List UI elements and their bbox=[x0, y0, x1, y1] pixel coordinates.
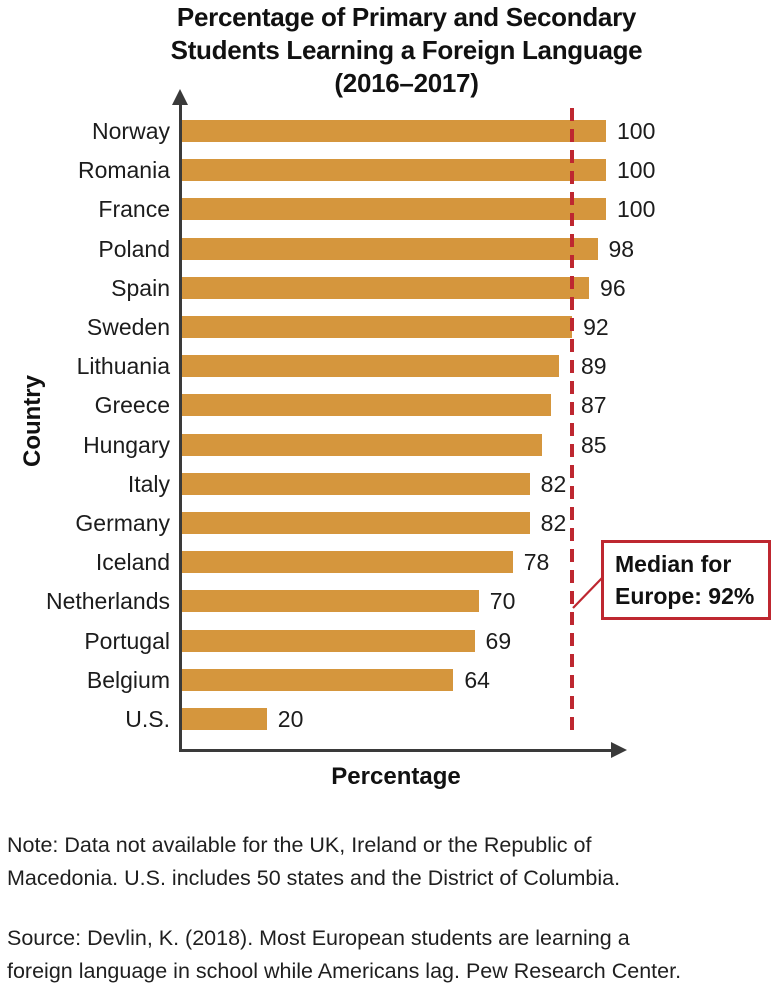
y-axis-line bbox=[179, 102, 182, 751]
bar-category-label: Belgium bbox=[86, 666, 170, 693]
x-axis-line bbox=[179, 749, 613, 752]
bar bbox=[182, 551, 513, 574]
footnotes: Note: Data not available for the UK, Ire… bbox=[7, 829, 727, 983]
bar-category-label: Portugal bbox=[84, 627, 170, 654]
bar-category-label: Norway bbox=[92, 118, 170, 144]
chart-title-line3: (2016–2017) bbox=[334, 68, 479, 98]
bar-category-label: Germany bbox=[75, 510, 170, 536]
bar bbox=[182, 433, 543, 456]
note-line2: Macedonia. U.S. includes 50 states and t… bbox=[7, 865, 621, 890]
bar bbox=[182, 316, 573, 338]
bar-value-label: 70 bbox=[489, 588, 516, 615]
bar-value-label: 87 bbox=[581, 392, 607, 419]
bar bbox=[182, 668, 454, 691]
source-line2: foreign language in school while America… bbox=[7, 958, 682, 983]
chart-title-line2: Students Learning a Foreign Language bbox=[170, 35, 643, 65]
median-callout-line1: Median for bbox=[615, 551, 732, 577]
bar-category-label: Iceland bbox=[95, 549, 170, 576]
bar-category-label: Romania bbox=[77, 157, 170, 184]
bar bbox=[182, 629, 475, 652]
bar bbox=[182, 355, 560, 378]
bar-value-label: 89 bbox=[581, 353, 607, 380]
bar-category-label: Italy bbox=[127, 470, 170, 497]
bar-value-label: 64 bbox=[464, 666, 490, 693]
note-line1: Note: Data not available for the UK, Ire… bbox=[7, 833, 592, 857]
median-callout-line2: Europe: 92% bbox=[615, 583, 755, 609]
bar-value-label: 85 bbox=[581, 431, 607, 458]
bar bbox=[182, 237, 598, 260]
bar bbox=[182, 120, 606, 142]
median-callout-leader-line bbox=[572, 577, 603, 609]
median-dashed-line bbox=[570, 108, 574, 732]
bar bbox=[182, 512, 530, 534]
bar-value-label: 69 bbox=[485, 627, 512, 654]
median-callout-box: Median for Europe: 92% bbox=[601, 540, 771, 620]
bar-value-label: 78 bbox=[523, 549, 550, 576]
bar bbox=[182, 590, 479, 613]
chart-title-line1: Percentage of Primary and Secondary bbox=[176, 2, 637, 32]
x-axis-title: Percentage bbox=[331, 763, 461, 790]
bar-value-label: 100 bbox=[617, 118, 656, 144]
bar bbox=[182, 276, 590, 299]
bar-value-label: 98 bbox=[608, 235, 635, 262]
bar bbox=[182, 198, 606, 221]
bar-category-label: Lithuania bbox=[76, 353, 170, 380]
bar-value-label: 96 bbox=[600, 274, 626, 301]
y-axis-title: Country bbox=[19, 375, 46, 467]
bar-category-label: Spain bbox=[111, 274, 170, 301]
bar bbox=[182, 159, 606, 182]
bar-category-label: Netherlands bbox=[45, 588, 170, 615]
y-axis-arrow-icon bbox=[172, 89, 188, 105]
bar-category-label: Sweden bbox=[86, 314, 170, 340]
bar-value-label: 20 bbox=[277, 706, 304, 732]
bar-value-label: 82 bbox=[540, 510, 567, 536]
chart-title: Percentage of Primary and Secondary Stud… bbox=[0, 1, 771, 100]
bar bbox=[182, 394, 551, 417]
bar-category-label: Poland bbox=[98, 235, 170, 262]
bar-category-label: Greece bbox=[94, 392, 170, 419]
source-line1: Source: Devlin, K. (2018). Most European… bbox=[7, 926, 630, 950]
bar bbox=[182, 708, 267, 730]
x-axis-arrow-icon bbox=[611, 742, 627, 758]
bar bbox=[182, 472, 530, 495]
bar-value-label: 100 bbox=[617, 196, 656, 223]
bar-category-label: U.S. bbox=[125, 706, 170, 732]
bar-category-label: Hungary bbox=[83, 431, 170, 458]
bar-value-label: 100 bbox=[617, 157, 656, 184]
bar-value-label: 82 bbox=[540, 470, 567, 497]
bar-category-label: France bbox=[98, 196, 170, 223]
bar-value-label: 92 bbox=[583, 314, 609, 340]
